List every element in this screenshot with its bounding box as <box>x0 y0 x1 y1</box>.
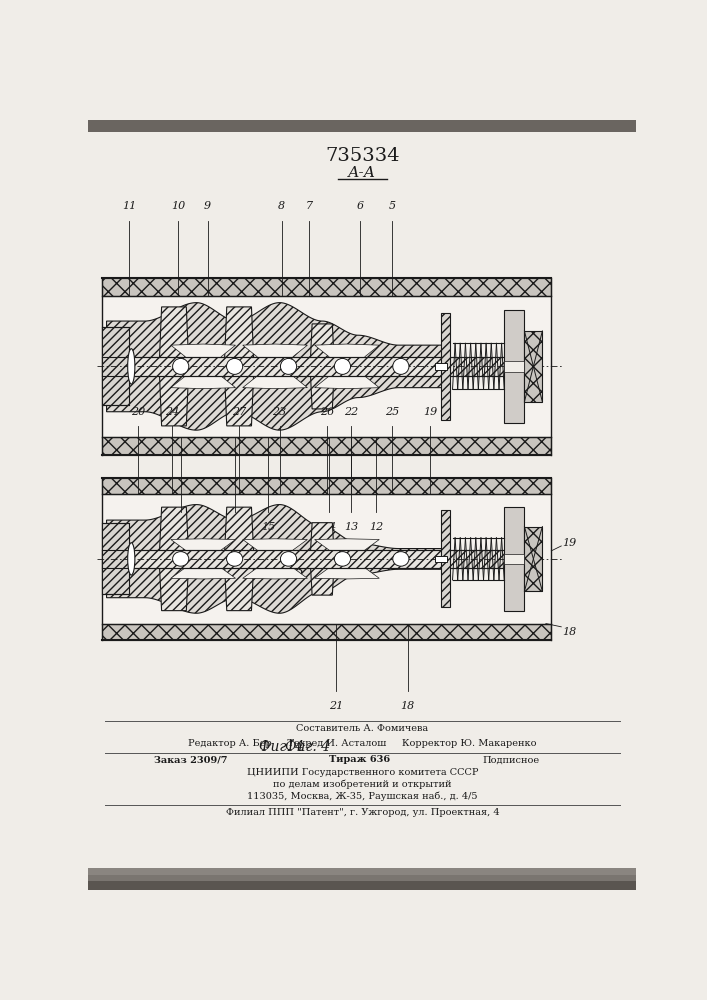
Text: 735334: 735334 <box>325 147 399 165</box>
Text: 6: 6 <box>357 201 364 211</box>
Text: 19: 19 <box>562 538 577 548</box>
Text: 22: 22 <box>344 407 358 417</box>
Text: 8: 8 <box>279 201 286 211</box>
Bar <box>88 875 636 881</box>
Polygon shape <box>159 507 189 611</box>
Ellipse shape <box>128 543 135 575</box>
Bar <box>102 523 129 594</box>
Bar <box>102 357 515 376</box>
Text: ЦНИИПИ Государственного комитета СССР: ЦНИИПИ Государственного комитета СССР <box>247 768 478 777</box>
Text: Подписное: Подписное <box>483 755 540 764</box>
Text: 23: 23 <box>272 407 286 417</box>
Text: 13: 13 <box>344 522 358 532</box>
Polygon shape <box>315 539 379 579</box>
Bar <box>102 296 551 437</box>
Ellipse shape <box>226 552 243 566</box>
Ellipse shape <box>393 358 409 374</box>
Bar <box>504 361 525 372</box>
Bar <box>435 556 447 562</box>
Ellipse shape <box>128 349 135 384</box>
Bar <box>102 437 551 455</box>
Bar <box>102 494 551 624</box>
Text: по делам изобретений и открытий: по делам изобретений и открытий <box>273 780 452 789</box>
Polygon shape <box>243 539 308 579</box>
Text: Тираж 636: Тираж 636 <box>329 755 390 764</box>
Text: 5: 5 <box>388 201 395 211</box>
Bar <box>102 624 551 640</box>
Ellipse shape <box>281 552 297 566</box>
Bar <box>504 554 525 564</box>
Bar <box>102 550 515 568</box>
Bar <box>504 310 525 423</box>
Text: 9: 9 <box>204 201 211 211</box>
Text: 17: 17 <box>174 522 188 532</box>
Polygon shape <box>310 324 334 409</box>
Text: А-А: А-А <box>349 166 376 180</box>
Text: Составитель А. Фомичева: Составитель А. Фомичева <box>296 724 428 733</box>
Text: Фиг. 4: Фиг. 4 <box>285 740 330 754</box>
Text: Фиг. 4: Фиг. 4 <box>259 740 304 754</box>
Text: Филиал ППП "Патент", г. Ужгород, ул. Проектная, 4: Филиал ППП "Патент", г. Ужгород, ул. Про… <box>226 808 499 817</box>
Polygon shape <box>107 505 443 613</box>
Bar <box>102 278 551 296</box>
Text: 16: 16 <box>228 522 242 532</box>
Polygon shape <box>224 507 254 611</box>
Text: 18: 18 <box>400 701 415 711</box>
Text: 25: 25 <box>385 407 399 417</box>
Ellipse shape <box>393 552 409 566</box>
Text: 21: 21 <box>329 701 343 711</box>
Bar <box>88 868 636 875</box>
Bar <box>525 527 542 591</box>
Polygon shape <box>310 523 334 595</box>
Text: 15: 15 <box>261 522 276 532</box>
Text: Редактор А. Бер     Техред И. Асталош     Корректор Ю. Макаренко: Редактор А. Бер Техред И. Асталош Коррек… <box>188 739 537 748</box>
Text: 20: 20 <box>131 407 145 417</box>
Bar <box>525 331 542 402</box>
Text: 14: 14 <box>322 522 336 532</box>
Polygon shape <box>315 344 379 389</box>
Bar <box>435 363 447 370</box>
Text: 19: 19 <box>423 407 437 417</box>
Bar <box>88 120 636 132</box>
Polygon shape <box>171 344 235 389</box>
Ellipse shape <box>334 358 351 374</box>
Bar <box>441 313 450 420</box>
Text: Фиг. 3: Фиг. 3 <box>285 552 330 566</box>
Text: 26: 26 <box>320 407 334 417</box>
Ellipse shape <box>226 358 243 374</box>
Text: 24: 24 <box>165 407 179 417</box>
Polygon shape <box>171 539 235 579</box>
Polygon shape <box>243 344 308 389</box>
Polygon shape <box>107 303 443 430</box>
Ellipse shape <box>173 552 189 566</box>
Polygon shape <box>159 307 189 426</box>
Ellipse shape <box>173 358 189 374</box>
Text: 113035, Москва, Ж-35, Раушская наб., д. 4/5: 113035, Москва, Ж-35, Раушская наб., д. … <box>247 791 478 801</box>
Bar <box>102 478 551 494</box>
Text: 18: 18 <box>562 627 577 637</box>
Text: 11: 11 <box>122 201 136 211</box>
Text: Фиг. 3: Фиг. 3 <box>259 565 304 579</box>
Text: 27: 27 <box>232 407 246 417</box>
Bar <box>102 327 129 405</box>
Text: 10: 10 <box>171 201 185 211</box>
Ellipse shape <box>281 358 297 374</box>
Bar <box>504 507 525 611</box>
Text: 12: 12 <box>369 522 383 532</box>
Text: 7: 7 <box>305 201 312 211</box>
Bar <box>88 881 636 890</box>
Bar <box>441 510 450 607</box>
Polygon shape <box>224 307 254 426</box>
Text: Заказ 2309/7: Заказ 2309/7 <box>154 755 228 764</box>
Ellipse shape <box>334 552 351 566</box>
